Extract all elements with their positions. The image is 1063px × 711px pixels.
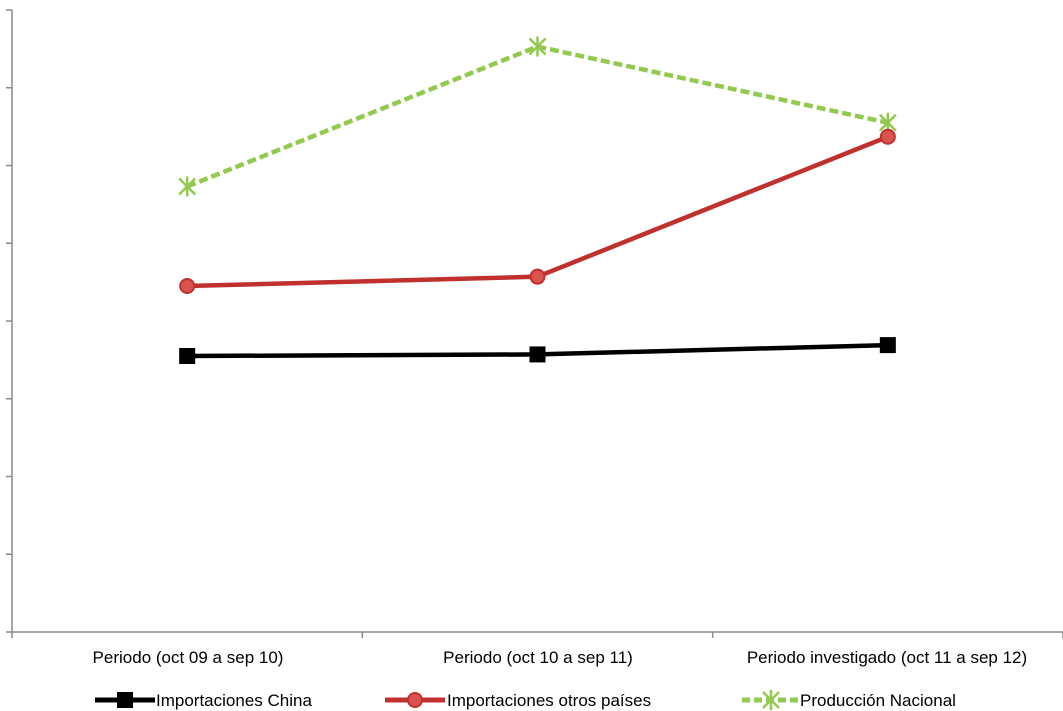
series-2-point-2 [529,268,546,285]
series-1-point-1 [179,347,196,364]
series-layer [178,36,897,364]
legend-label-otros: Importaciones otros países [447,691,651,710]
series-2 [179,128,896,295]
series-3-line [186,44,889,189]
legend: Importaciones China Importaciones otros … [95,690,956,710]
x-tick-label-1: Periodo (oct 09 a sep 10) [93,648,284,667]
series-3 [178,36,897,197]
legend-marker-otros [407,692,423,708]
series-2-point-1 [179,278,196,295]
axes [6,9,1063,638]
legend-item-importaciones-china: Importaciones China [95,691,312,710]
series-1-point-2 [529,346,546,363]
x-axis-tick-labels: Periodo (oct 09 a sep 10) Periodo (oct 1… [93,648,1028,667]
legend-label-china: Importaciones China [156,691,312,710]
series-2-point-3 [879,128,896,145]
series-1-point-3 [879,337,896,354]
series-1 [179,337,896,364]
legend-marker-china [117,692,133,708]
x-tick-label-3: Periodo investigado (oct 11 a sep 12) [747,648,1027,667]
series-3-point-2 [528,36,547,57]
legend-item-importaciones-otros: Importaciones otros países [385,691,651,710]
x-tick-label-2: Periodo (oct 10 a sep 11) [443,648,633,667]
legend-marker-produccion [762,690,780,710]
series-2-line [187,134,889,289]
legend-item-produccion-nacional: Producción Nacional [742,690,956,710]
legend-label-produccion: Producción Nacional [800,691,956,710]
y-axis-ticks [6,9,12,633]
series-3-point-1 [178,176,197,197]
x-axis-ticks [11,632,1063,638]
